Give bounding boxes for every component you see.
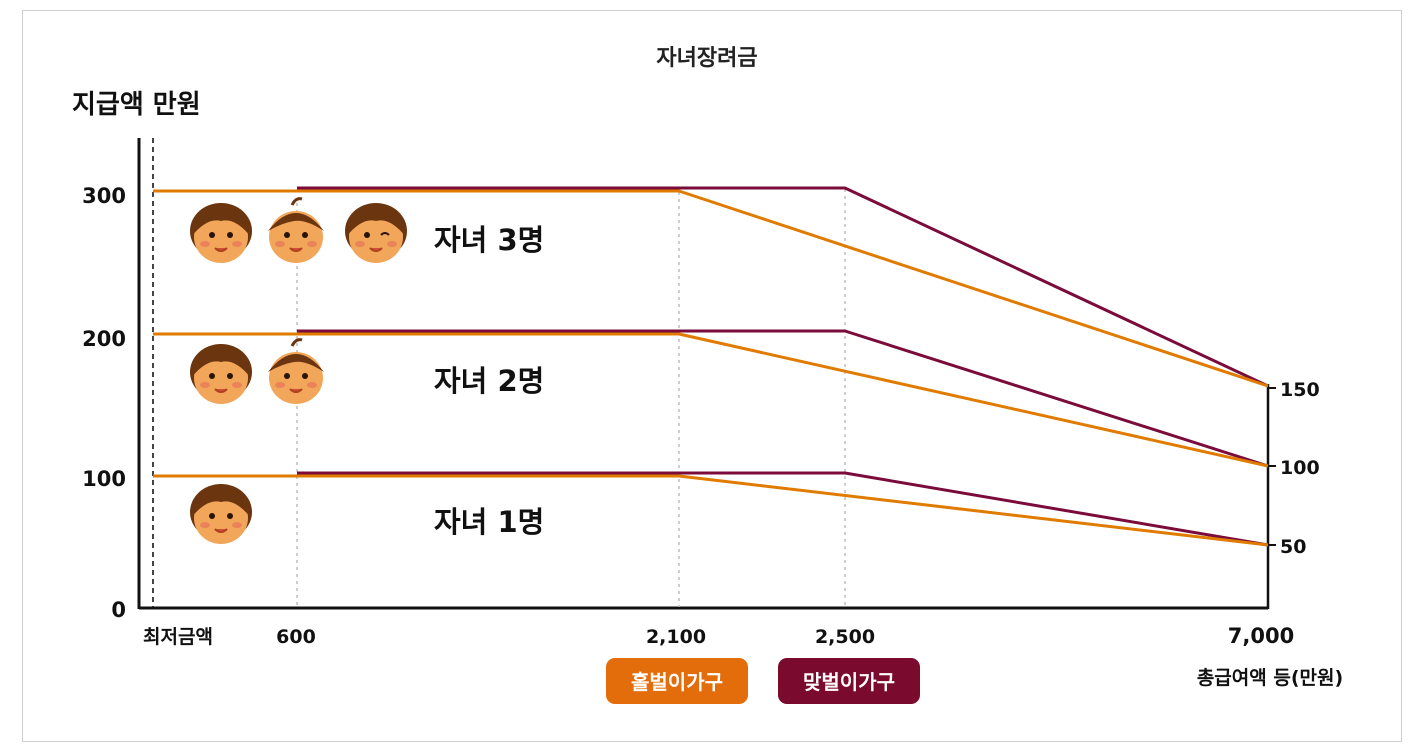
legend-label: 홀벌이가구 [631, 670, 723, 694]
child-face-icon [345, 203, 407, 263]
children-count-label: 자녀 3명 [434, 223, 544, 257]
child-face-icon [190, 344, 252, 404]
page-title: 자녀장려금 [656, 46, 758, 71]
child-face-icon [190, 484, 252, 544]
legend-item-dual-income: 맞벌이가구 [778, 658, 920, 704]
series-lines [153, 186, 1269, 547]
legend-label: 맞벌이가구 [803, 670, 895, 694]
child-face-icon [268, 197, 324, 263]
right-tick-label: 50 [1280, 536, 1306, 558]
single-income-line [153, 189, 1269, 388]
gridlines [296, 189, 846, 607]
child-face-icon [190, 203, 252, 263]
children-count-label: 자녀 1명 [434, 505, 544, 539]
y-tick-label: 100 [82, 467, 126, 491]
chart-frame [22, 10, 1402, 742]
x-axis-title: 총급여액 등(만원) [1197, 667, 1343, 689]
dual-income-line [297, 329, 1269, 468]
y-tick-labels: 0 100 200 300 [82, 184, 126, 622]
single-income-line [153, 474, 1269, 547]
dual-income-line [297, 186, 1269, 388]
x-tick-label: 7,000 [1228, 624, 1294, 648]
child-icons [190, 197, 407, 544]
single-income-line [153, 332, 1269, 468]
legend-swatch [606, 658, 748, 704]
right-tick-label: 100 [1280, 457, 1320, 479]
y-tick-label: 300 [82, 184, 126, 208]
legend: 홀벌이가구 맞벌이가구 [606, 658, 920, 704]
y-tick-label: 0 [111, 598, 126, 622]
x-tick-labels: 최저금액 600 2,100 2,500 7,000 [143, 624, 1294, 648]
y-axis-title: 지급액 만원 [72, 90, 201, 120]
children-count-label: 자녀 2명 [434, 364, 544, 398]
child-face-icon [268, 338, 324, 404]
dual-income-line [297, 471, 1269, 547]
x-tick-label: 최저금액 [143, 626, 213, 648]
x-tick-label: 2,500 [815, 626, 875, 648]
right-tick-label: 150 [1280, 379, 1320, 401]
y-tick-label: 200 [82, 327, 126, 351]
x-tick-label: 2,100 [646, 626, 706, 648]
legend-item-single-income: 홀벌이가구 [606, 658, 748, 704]
x-tick-label: 600 [276, 626, 316, 648]
legend-swatch [778, 658, 920, 704]
right-tick-labels: 150 100 50 [1268, 379, 1320, 558]
